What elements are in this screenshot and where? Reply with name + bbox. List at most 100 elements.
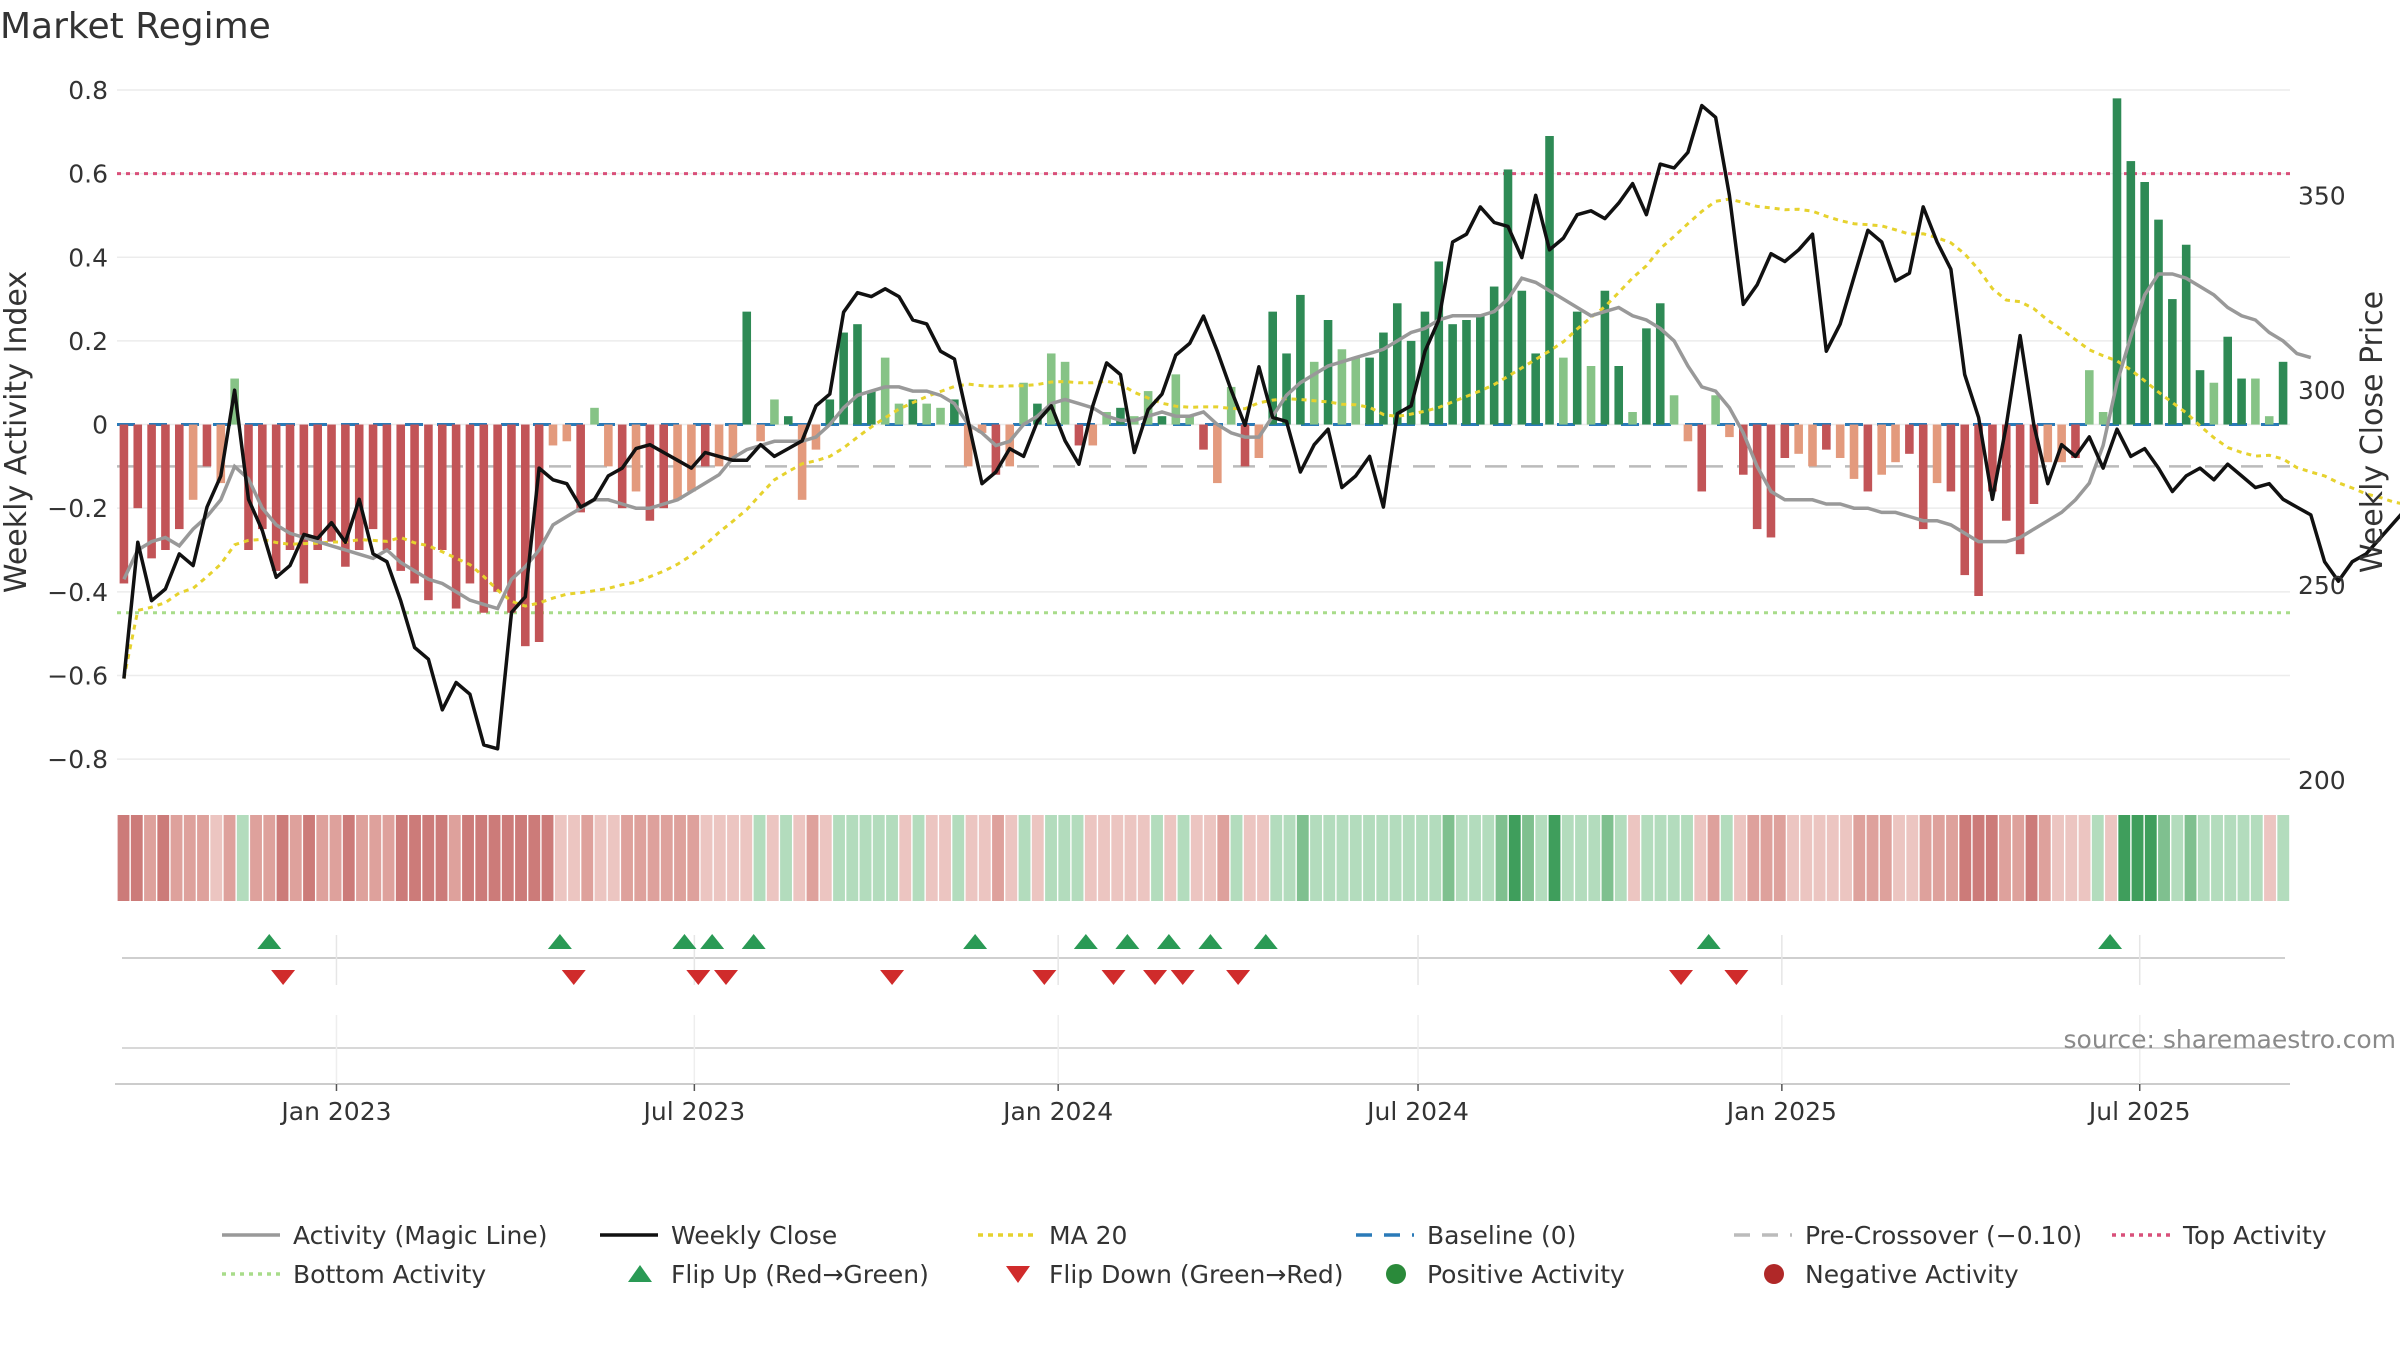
- strip-cell-116: [1654, 815, 1667, 901]
- activity-bar-101: [1517, 290, 1527, 425]
- activity-bar-37: [631, 424, 641, 492]
- legend-swatch-positive: [1386, 1264, 1406, 1284]
- strip-cell-53: [819, 815, 832, 901]
- activity-bar-102: [1531, 353, 1540, 425]
- strip-cell-2: [144, 815, 156, 901]
- x-tick-label-5: Jul 2025: [2087, 1097, 2191, 1126]
- strip-cell-67: [1005, 815, 1018, 901]
- strip-cell-12: [276, 815, 289, 901]
- strip-cell-145: [2038, 815, 2051, 901]
- left-tick-label-0: 0.8: [68, 76, 108, 105]
- strip-cell-118: [1681, 815, 1693, 901]
- strip-cell-70: [1045, 815, 1057, 901]
- strip-cell-86: [1257, 815, 1269, 901]
- activity-bar-122: [1808, 424, 1817, 467]
- activity-bar-48: [783, 416, 793, 425]
- flip-down-marker-5: [1032, 970, 1057, 985]
- strip-cell-33: [554, 815, 567, 901]
- strip-cell-46: [727, 815, 739, 901]
- strip-cell-3: [157, 815, 170, 901]
- legend-label-flip_down: Flip Down (Green→Red): [1049, 1260, 1344, 1289]
- strip-cell-14: [303, 815, 315, 901]
- flip-down-marker-4: [880, 970, 905, 985]
- strip-cell-124: [1760, 815, 1773, 901]
- strip-cell-77: [1137, 815, 1150, 901]
- flip-down-marker-9: [1226, 970, 1251, 985]
- flip-up-marker-12: [2098, 934, 2123, 949]
- strip-cell-160: [2237, 815, 2250, 901]
- strip-cell-159: [2224, 815, 2237, 901]
- strip-cell-150: [2105, 815, 2117, 901]
- strip-cell-37: [607, 815, 620, 901]
- activity-bar-153: [2237, 378, 2246, 425]
- x-tick-label-4: Jan 2025: [1725, 1097, 1837, 1126]
- strip-cell-11: [263, 815, 276, 901]
- activity-bar-141: [2071, 424, 2080, 458]
- activity-bar-90: [1365, 357, 1374, 425]
- activity-bar-127: [1877, 424, 1886, 475]
- flip-down-marker-1: [561, 970, 586, 985]
- activity-bar-110: [1642, 328, 1651, 425]
- strip-cell-35: [581, 815, 594, 901]
- activity-bar-87: [1323, 320, 1333, 425]
- strip-cell-71: [1058, 815, 1071, 901]
- flip-up-marker-4: [741, 934, 766, 949]
- strip-cell-55: [846, 815, 859, 901]
- strip-cell-153: [2144, 815, 2157, 901]
- strip-cell-111: [1588, 815, 1601, 901]
- strip-cell-58: [886, 815, 898, 901]
- activity-bar-120: [1780, 424, 1790, 458]
- strip-cell-142: [1999, 815, 2011, 901]
- right-tick-label-2: 250: [2298, 571, 2346, 600]
- activity-bar-128: [1891, 424, 1900, 463]
- activity-bar-130: [1918, 424, 1928, 530]
- activity-bar-76: [1171, 374, 1181, 425]
- strip-cell-121: [1720, 815, 1733, 901]
- legend-label-top: Top Activity: [2182, 1221, 2327, 1250]
- activity-bar-34: [590, 407, 599, 425]
- strip-cell-45: [713, 815, 726, 901]
- activity-bar-6: [202, 424, 212, 467]
- right-y-axis-label: Weekly Close Price: [2355, 291, 2390, 573]
- strip-cell-104: [1495, 815, 1508, 901]
- strip-cell-13: [289, 815, 302, 901]
- right-tick-label-0: 350: [2298, 181, 2346, 210]
- strip-cell-88: [1283, 815, 1296, 901]
- activity-bar-147: [2154, 219, 2163, 425]
- activity-bar-35: [604, 424, 613, 467]
- activity-bar-5: [188, 424, 198, 500]
- flip-up-marker-8: [1156, 934, 1181, 949]
- strip-cell-72: [1071, 815, 1084, 901]
- activity-bar-19: [382, 424, 392, 550]
- strip-cell-60: [912, 815, 925, 901]
- activity-bar-116: [1725, 424, 1734, 438]
- activity-bar-16: [341, 424, 350, 567]
- strip-cell-15: [316, 815, 329, 901]
- left-tick-label-6: −0.4: [47, 578, 108, 607]
- activity-bar-111: [1655, 303, 1665, 425]
- activity-bar-10: [258, 424, 267, 530]
- strip-cell-113: [1614, 815, 1627, 901]
- strip-cell-87: [1270, 815, 1283, 901]
- strip-cell-154: [2158, 815, 2170, 901]
- activity-bar-26: [479, 424, 489, 613]
- activity-bar-150: [2195, 370, 2205, 425]
- activity-bar-117: [1738, 424, 1748, 475]
- strip-cell-117: [1667, 815, 1680, 901]
- activity-bar-4: [174, 424, 184, 530]
- activity-bar-81: [1240, 424, 1250, 467]
- activity-bar-38: [645, 424, 655, 521]
- strip-cell-41: [660, 815, 673, 901]
- activity-bar-142: [2085, 370, 2094, 425]
- flip-up-marker-3: [700, 934, 725, 949]
- activity-bar-82: [1254, 424, 1264, 458]
- strip-cell-148: [2078, 815, 2091, 901]
- activity-bar-47: [770, 399, 779, 425]
- flip-up-marker-11: [1696, 934, 1721, 949]
- strip-cell-140: [1972, 815, 1985, 901]
- activity-bar-39: [659, 424, 669, 509]
- flip-down-marker-8: [1170, 970, 1195, 985]
- right-y-ticks: 350 300 250 200: [2298, 181, 2346, 795]
- activity-bar-149: [2181, 244, 2191, 425]
